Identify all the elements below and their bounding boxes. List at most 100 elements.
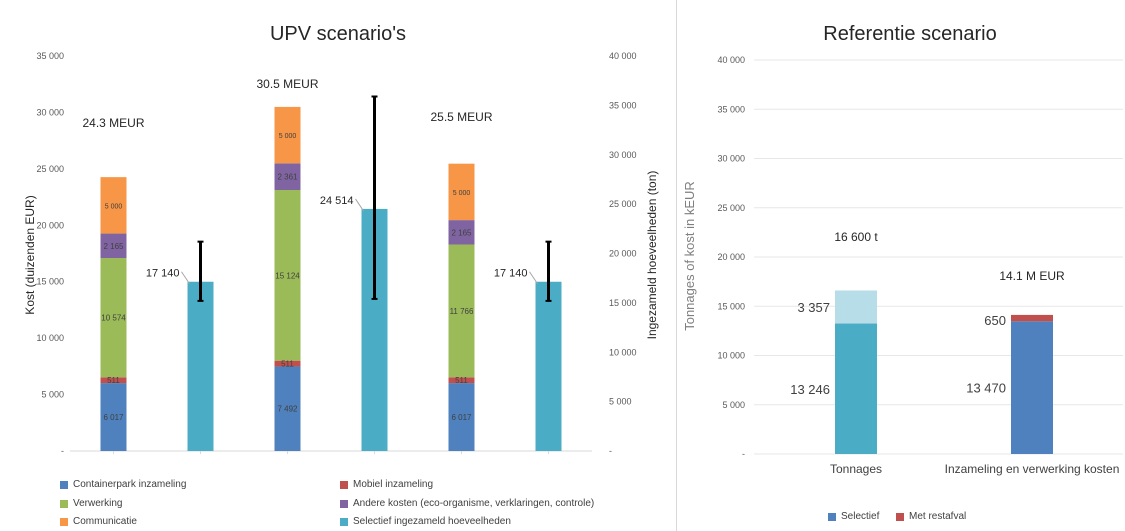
data-label: 15 124	[275, 271, 300, 280]
bar-total-label: 30.5 MEUR	[256, 77, 318, 91]
upv-chart-title: UPV scenario's	[270, 23, 406, 45]
upv-chart: UPV scenario's Kost (duizenden EUR) Inge…	[23, 23, 659, 469]
reference-chart: Referentie scenario Tonnages of kost in …	[682, 23, 1123, 476]
y2-tick-label: 5 000	[609, 397, 632, 407]
x-tick-label: Sc2- Kost	[268, 459, 308, 460]
data-label: 10 574	[101, 314, 126, 323]
bar-segment	[274, 360, 301, 367]
y2-tick-label: 25 000	[609, 199, 637, 209]
x-tick-label: Sc1 - ton	[182, 459, 218, 460]
data-label: 6 017	[103, 413, 124, 422]
bar-segment	[100, 233, 127, 258]
data-label: 13 470	[966, 381, 1006, 396]
legend-item-mobiel: Mobiel inzameling	[340, 479, 433, 490]
bar-segment	[448, 163, 475, 221]
legend-swatch	[60, 480, 68, 489]
data-label: 5 000	[279, 133, 297, 140]
y-tick-label: 10 000	[717, 351, 745, 361]
x-tick-label: Sc3 - ton	[530, 459, 566, 460]
y2-tick-label: 20 000	[609, 249, 637, 259]
legend-item-selectief-ingezameld: Selectief ingezameld hoeveelheden	[340, 516, 511, 527]
reference-chart-title: Referentie scenario	[823, 23, 996, 45]
data-label-leader	[181, 271, 190, 285]
legend-swatch	[340, 499, 348, 508]
y-tick-label: -	[742, 449, 745, 459]
data-label: 511	[281, 360, 294, 369]
data-label: 2 165	[103, 242, 124, 251]
y-tick-label: 35 000	[36, 51, 64, 61]
legend-label: Andere kosten (eco-organisme, verklaring…	[353, 498, 595, 509]
y-tick-label: 40 000	[717, 55, 745, 65]
reference-chart-panel: Referentie scenario Tonnages of kost in …	[678, 0, 1125, 531]
y2-tick-label: 15 000	[609, 298, 637, 308]
bar-segment	[274, 189, 301, 361]
y-tick-label: 20 000	[717, 252, 745, 262]
y-tick-label: -	[61, 446, 64, 456]
data-label: 3 357	[797, 300, 830, 315]
y-tick-label: 35 000	[717, 104, 745, 114]
y-tick-label: 25 000	[36, 164, 64, 174]
data-label: 511	[107, 376, 120, 385]
data-label: 17 140	[146, 268, 180, 280]
y-tick-label: 5 000	[41, 390, 64, 400]
x-tick-label: Sc1 - Kost	[93, 459, 135, 460]
legend-item-andere-kosten: Andere kosten (eco-organisme, verklaring…	[340, 498, 594, 509]
upv-chart-panel: UPV scenario's Kost (duizenden EUR) Inge…	[23, 0, 677, 531]
legend-label: Mobiel inzameling	[353, 479, 434, 490]
data-label-leader	[355, 198, 364, 212]
legend-label: Verwerking	[73, 498, 123, 509]
legend-item-communicatie: Communicatie	[60, 516, 137, 527]
bar-segment	[835, 323, 877, 454]
reference-y-axis-label: Tonnages of kost in kEUR	[682, 181, 697, 331]
data-label: 2 361	[277, 173, 298, 182]
bar-segment	[100, 383, 127, 451]
y2-tick-label: 35 000	[609, 100, 637, 110]
data-label: 24 514	[320, 195, 354, 207]
legend-swatch	[340, 517, 348, 526]
bar-segment	[100, 177, 127, 234]
data-label: 7 492	[277, 405, 298, 414]
bar-segment	[1011, 321, 1053, 454]
legend-swatch	[60, 517, 68, 526]
legend-item-selectief: Selectief	[828, 511, 879, 522]
legend-swatch	[340, 480, 348, 489]
bar-segment	[448, 383, 475, 451]
x-tick-label: Tonnages	[830, 462, 882, 476]
bar-total-label: 24.3 MEUR	[82, 116, 144, 130]
legend-swatch	[60, 499, 68, 508]
bar-segment	[448, 377, 475, 384]
bar-total-label: 16 600 t	[834, 230, 878, 244]
bar-segment	[274, 106, 301, 164]
legend-swatch	[828, 512, 836, 521]
legend-item-containerpark: Containerpark inzameling	[60, 479, 186, 490]
legend-swatch	[896, 512, 904, 521]
data-label: 5 000	[453, 190, 471, 197]
x-tick-label: Sc2 - ton	[356, 459, 392, 460]
bar-segment	[100, 257, 127, 378]
y-tick-label: 15 000	[36, 277, 64, 287]
upv-y-axis-label: Kost (duizenden EUR)	[23, 195, 37, 314]
bar-segment	[448, 220, 475, 245]
data-label: 17 140	[494, 268, 528, 280]
bar-segment	[835, 290, 877, 324]
bar-segment	[274, 366, 301, 451]
data-label: 6 017	[451, 413, 472, 422]
legend-label: Selectief	[841, 511, 880, 522]
y2-tick-label: 30 000	[609, 150, 637, 160]
data-label: 11 766	[450, 307, 474, 316]
y2-tick-label: 40 000	[609, 51, 637, 61]
bar-segment	[535, 281, 562, 451]
data-label: 511	[455, 376, 468, 385]
x-tick-label: Sc3 - Kost	[441, 459, 483, 460]
legend-label: Met restafval	[909, 511, 967, 522]
y-tick-label: 10 000	[36, 333, 64, 343]
legend-item-met-restafval: Met restafval	[896, 511, 966, 522]
data-label: 5 000	[105, 203, 123, 210]
y-tick-label: 25 000	[717, 203, 745, 213]
legend-label: Communicatie	[73, 516, 137, 527]
legend-label: Selectief ingezameld hoeveelheden	[353, 516, 511, 527]
data-label: 13 246	[790, 382, 830, 397]
y-tick-label: 20 000	[36, 220, 64, 230]
y-tick-label: 5 000	[722, 400, 745, 410]
bar-segment	[448, 244, 475, 378]
